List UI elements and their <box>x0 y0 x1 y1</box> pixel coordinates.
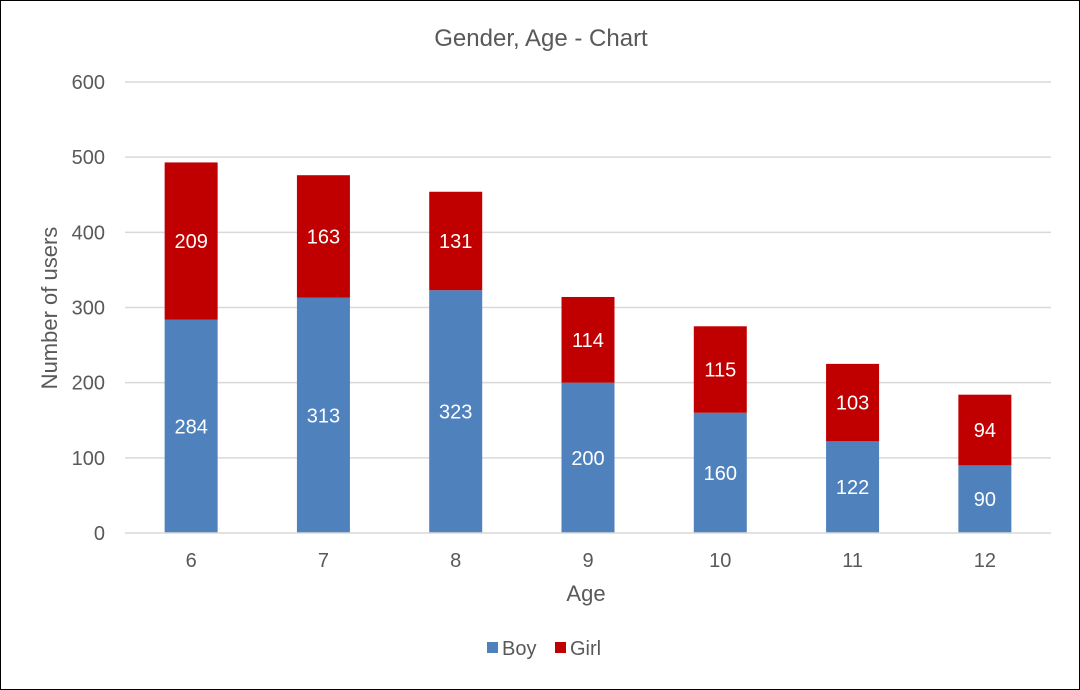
legend: Boy Girl <box>487 638 601 660</box>
bar-boy-10 <box>693 412 747 533</box>
bar-girl-7 <box>296 175 350 298</box>
bars <box>164 162 1012 533</box>
data-label-boy-10: 160 <box>704 463 737 485</box>
data-label-boy-9: 200 <box>571 448 604 470</box>
x-tick-label: 10 <box>709 550 731 572</box>
y-tick-label: 500 <box>72 147 105 169</box>
bar-boy-11 <box>826 441 880 533</box>
legend-swatch-girl <box>555 642 566 653</box>
y-tick-label: 100 <box>72 448 105 470</box>
y-tick-label: 400 <box>72 222 105 244</box>
bar-boy-12 <box>958 465 1012 533</box>
legend-swatch-boy <box>487 642 498 653</box>
y-tick-label: 300 <box>72 298 105 320</box>
data-label-boy-12: 90 <box>974 489 996 511</box>
y-tick-label: 200 <box>72 373 105 395</box>
x-axis-title: Age <box>566 581 605 606</box>
x-tick-label: 8 <box>450 550 461 572</box>
data-label-boy-6: 284 <box>174 416 207 438</box>
data-label-girl-9: 114 <box>572 330 604 352</box>
data-label-girl-6: 209 <box>174 231 207 253</box>
bar-boy-8 <box>429 290 483 533</box>
x-tick-label: 11 <box>842 550 863 572</box>
chart-title: Gender, Age - Chart <box>434 25 648 52</box>
bar-girl-12 <box>958 394 1012 466</box>
bar-boy-9 <box>561 382 615 533</box>
x-tick-label: 7 <box>318 550 329 572</box>
axes: 0 100 200 300 400 500 600 6 7 8 9 10 11 12 <box>72 72 1051 572</box>
data-label-boy-11: 122 <box>836 477 869 499</box>
y-tick-label: 600 <box>72 72 105 94</box>
bar-girl-11 <box>826 363 880 442</box>
x-tick-label: 12 <box>974 550 996 572</box>
data-label-girl-12: 94 <box>974 420 996 442</box>
x-tick-label: 6 <box>186 550 197 572</box>
x-tick-label: 9 <box>582 550 593 572</box>
data-labels: 284 209 313 163 323 131 200 114 160 115 122 103 90 94 <box>174 226 996 511</box>
legend-label-girl: Girl <box>570 638 601 660</box>
bar-girl-6 <box>164 162 218 320</box>
data-label-girl-7: 163 <box>307 226 340 248</box>
data-label-boy-8: 323 <box>439 402 472 424</box>
bar-girl-9 <box>561 296 615 383</box>
bar-girl-8 <box>429 191 483 291</box>
data-label-girl-11: 103 <box>836 393 869 415</box>
y-axis-title: Number of users <box>37 227 62 390</box>
legend-label-boy: Boy <box>502 638 536 660</box>
y-tick-label: 0 <box>94 523 105 545</box>
bar-girl-10 <box>693 326 747 413</box>
data-label-girl-8: 131 <box>439 231 472 253</box>
data-label-boy-7: 313 <box>307 405 340 427</box>
data-label-girl-10: 115 <box>704 360 736 382</box>
bar-boy-6 <box>164 319 218 533</box>
bar-boy-7 <box>296 297 350 533</box>
